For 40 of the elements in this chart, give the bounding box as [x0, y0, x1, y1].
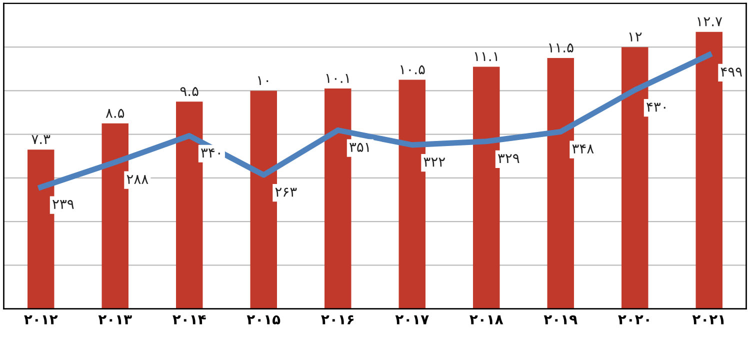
data-label: ۴۹۹	[720, 68, 742, 77]
bar	[473, 66, 500, 309]
data-label: ۱۰.۱	[326, 74, 349, 83]
x-tick-label: ۲۰۱۹	[544, 315, 578, 324]
data-label: ۳۲۹	[498, 154, 520, 164]
data-label: ۱۲.۷	[698, 17, 722, 26]
bar	[547, 58, 574, 309]
data-label: ۱۲	[629, 32, 642, 42]
bar	[176, 102, 203, 309]
bar	[28, 150, 54, 309]
data-label: ۳۴۸	[572, 144, 594, 154]
x-tick-label: ۲۰۱۷	[395, 315, 429, 324]
data-label: ۴۳۰	[646, 102, 666, 112]
bar	[102, 123, 128, 309]
bar	[324, 88, 352, 309]
bar	[622, 47, 648, 309]
data-label: ۱۰.۵	[400, 65, 425, 74]
x-tick-label: ۲۰۱۶	[321, 315, 354, 324]
x-tick-label: ۲۰۱۴	[172, 315, 206, 324]
data-label: ۳۴۰	[201, 148, 220, 158]
data-label: ۲۸۸	[126, 175, 148, 184]
bar	[398, 80, 426, 309]
x-tick-label: ۲۰۱۲	[24, 315, 58, 324]
data-label: ۳۲۲	[424, 158, 445, 167]
x-tick-label: ۲۰۲۱	[692, 315, 724, 324]
x-tick-label: ۲۰۱۵	[246, 315, 280, 324]
data-label: ۱۱.۵	[549, 43, 574, 52]
bar	[250, 90, 277, 309]
x-tick-label: ۲۰۱۳	[98, 315, 132, 324]
data-label: ۱۱.۱	[474, 52, 498, 62]
data-label: ۱۰	[258, 76, 268, 86]
data-label: ۹.۵	[180, 87, 198, 96]
data-label: ۲۳۹	[52, 200, 74, 209]
data-label: ۷.۳	[32, 135, 50, 144]
data-label: ۳۵۱	[350, 142, 369, 152]
data-label: ۲۶۳	[275, 188, 297, 197]
bar	[696, 32, 722, 309]
x-tick-label: ۲۰۱۸	[470, 315, 504, 324]
x-tick-label: ۲۰۲۰	[618, 315, 649, 324]
data-label: ۸.۵	[106, 108, 124, 118]
